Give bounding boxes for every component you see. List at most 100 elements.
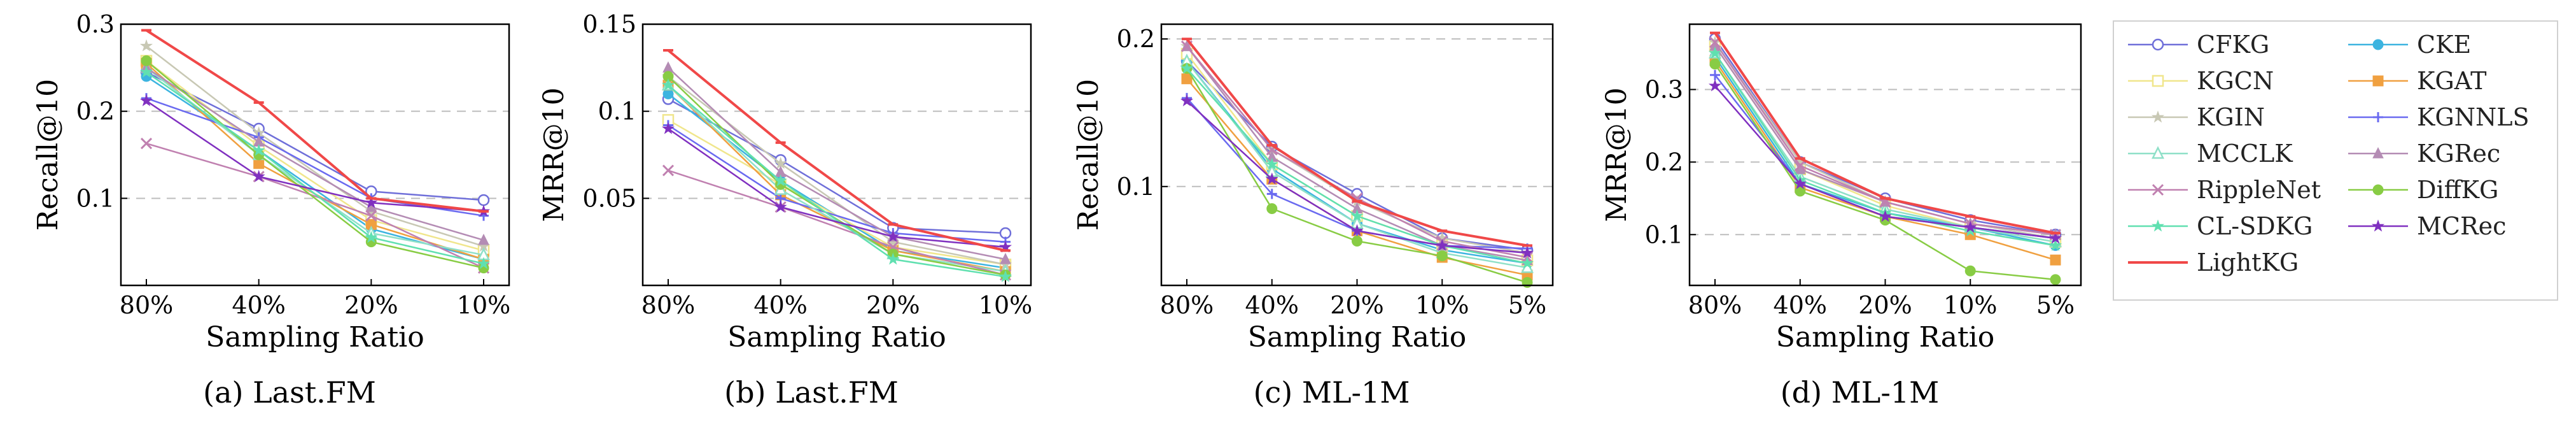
legend-label: LightKG [2197, 248, 2299, 276]
data-point [2050, 274, 2061, 285]
x-tick-label: 40% [232, 291, 285, 319]
legend-swatch [2128, 110, 2188, 123]
series-line [146, 60, 484, 252]
series-kgrec [662, 61, 1011, 264]
series-line [668, 169, 1006, 276]
legend-label: CKE [2417, 31, 2472, 59]
series-mcrec [661, 122, 1012, 253]
chart-panel-4: 0.1 0.2 0.3 80% 40% 20% 10% 5% Sampling Ratio MRR… [1600, 23, 2082, 410]
y-tick-label: 0.1 [76, 184, 115, 212]
data-point [1350, 209, 1364, 222]
data-point [252, 169, 265, 182]
data-point [1879, 210, 1892, 222]
series-cke [662, 88, 1011, 274]
legend-marker [2372, 147, 2384, 159]
data-point [2050, 254, 2061, 266]
data-point [1708, 79, 1722, 92]
legend-label: CL-SDKG [2197, 212, 2313, 240]
legend-label: KGCN [2197, 67, 2274, 95]
chart-panel-1: 0.1 0.2 0.3 80% 40% 20% 10% Sampling Ratio Recal… [32, 10, 510, 410]
y-axis-label: Recall@10 [32, 79, 64, 231]
x-tick-label: 20% [1858, 291, 1912, 319]
y-tick-label: 0.05 [582, 184, 636, 212]
legend-marker [2372, 184, 2384, 196]
legend-item-diffkg: DiffKG [2343, 173, 2498, 206]
legend-label: KGNNLS [2417, 103, 2530, 131]
data-point [1964, 224, 1977, 237]
series-cl-sdkg [139, 65, 491, 269]
series-kgat [662, 80, 1011, 277]
data-point [662, 61, 674, 73]
panel-caption: (b) Last.FM [724, 375, 899, 410]
data-point [1352, 236, 1362, 247]
series-line [146, 100, 484, 213]
legend-item-mcclk: MCCLK [2123, 137, 2293, 170]
series-kgat [141, 58, 489, 265]
y-axis-label: MRR@10 [1600, 87, 1633, 222]
legend-marker [2151, 219, 2165, 232]
x-tick-label: 10% [457, 291, 510, 319]
x-tick-label: 20% [866, 291, 920, 319]
y-tick-label: 0.3 [76, 10, 115, 38]
legend-label: RippleNet [2197, 176, 2321, 204]
data-point [478, 233, 489, 245]
panel-caption: (d) ML-1M [1781, 375, 1940, 410]
legend-item-kgrec: KGRec [2343, 137, 2500, 170]
legend-swatch [2348, 39, 2408, 50]
legend-swatch [2348, 147, 2408, 159]
series-line [668, 127, 1006, 248]
series-kgrec [141, 61, 489, 245]
data-point [1520, 246, 1534, 259]
legend-item-kgnnls: KGNNLS [2343, 101, 2530, 134]
data-point [139, 39, 153, 52]
series-diffkg [662, 71, 1011, 281]
series-line [668, 98, 1006, 234]
axes-frame [1688, 23, 2082, 287]
y-tick-label: 0.1 [598, 97, 636, 125]
series-mcrec [1708, 79, 2062, 244]
data-point [1180, 94, 1194, 106]
series-diffkg [141, 55, 489, 274]
legend: CFKG CKE KGCN KGAT KGIN KGNNLS MCCLK KGRec Rippl… [2113, 20, 2558, 301]
y-tick-label: 0.15 [582, 10, 636, 38]
series-line [1186, 68, 1528, 283]
legend-swatch [2128, 219, 2188, 232]
series-line [146, 45, 484, 247]
data-point [1436, 250, 1448, 262]
series-lightkg [663, 49, 1011, 252]
data-point [1795, 185, 1806, 197]
legend-swatch [2128, 75, 2188, 87]
series-line [668, 76, 1006, 266]
data-point [1265, 172, 1278, 185]
legend-marker [2152, 38, 2164, 51]
series-line [146, 67, 484, 241]
data-point [365, 196, 378, 208]
series-kgcn [662, 114, 1012, 271]
y-tick-label: 0.1 [1117, 173, 1155, 201]
data-point [139, 65, 153, 78]
data-point [1000, 252, 1011, 264]
legend-label: MCCLK [2197, 140, 2293, 168]
series-line [668, 84, 1006, 273]
legend-marker [2152, 183, 2164, 196]
data-point [365, 231, 378, 243]
data-point [1266, 189, 1277, 199]
x-tick-label: 10% [979, 291, 1032, 319]
x-axis-label: Sampling Ratio [206, 321, 424, 354]
series-line [146, 143, 484, 269]
legend-marker [2372, 75, 2384, 87]
series-line [146, 67, 484, 256]
y-tick-label: 0.1 [1645, 220, 1683, 248]
legend-marker [2151, 146, 2165, 159]
x-tick-label: 40% [1245, 291, 1299, 319]
legend-swatch [2348, 75, 2408, 87]
legend-item-cl-sdkg: CL-SDKG [2123, 210, 2313, 243]
series-diffkg [1709, 59, 2061, 285]
data-point [1793, 177, 1807, 190]
legend-marker [2151, 110, 2165, 123]
data-point [1265, 157, 1278, 170]
data-point [1436, 239, 1449, 251]
x-tick-label: 80% [120, 291, 173, 319]
x-tick-label: 40% [753, 291, 807, 319]
legend-item-cke: CKE [2343, 28, 2471, 61]
